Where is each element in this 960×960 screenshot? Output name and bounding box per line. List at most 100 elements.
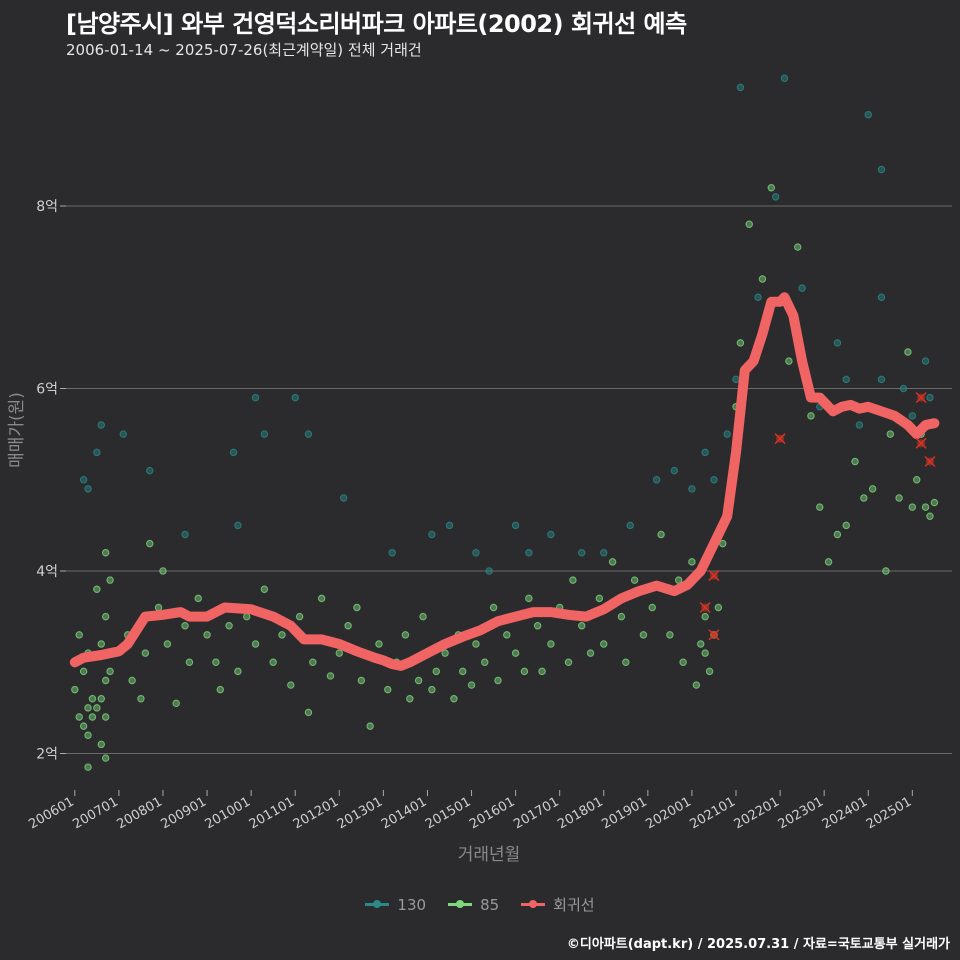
point-85 [353, 603, 361, 612]
point-130 [921, 357, 930, 365]
point-85 [600, 640, 608, 648]
x-tick-label: 201901 [599, 794, 649, 832]
point-85 [234, 667, 242, 676]
point-85 [639, 631, 648, 639]
point-130 [877, 375, 886, 384]
point-85 [630, 576, 639, 584]
regression-line [69, 292, 940, 671]
point-85 [494, 676, 502, 685]
point-85 [908, 503, 917, 511]
x-tick-label: 201001 [203, 794, 253, 832]
point-130 [578, 549, 586, 557]
point-85 [538, 667, 546, 676]
point-85 [666, 631, 674, 639]
y-tick-label: 2억 [36, 747, 58, 763]
point-85 [714, 603, 723, 612]
point-85 [432, 667, 440, 676]
point-85 [913, 476, 921, 484]
point-85 [357, 676, 366, 685]
point-85 [525, 594, 533, 603]
point-85 [481, 658, 489, 666]
point-85 [851, 457, 859, 466]
point-85 [842, 521, 850, 530]
point-85 [921, 503, 930, 511]
x-tick-label: 201201 [291, 794, 341, 832]
chart-title: [남양주시] 와부 건영덕소리버파크 아파트(2002) 회귀선 예측 [66, 10, 687, 38]
point-130 [428, 530, 436, 539]
point-85 [511, 649, 520, 657]
point-85 [745, 220, 753, 228]
point-130 [855, 421, 864, 429]
point-85 [295, 612, 304, 621]
point-85 [243, 612, 251, 621]
point-130 [652, 476, 661, 484]
y-tick-label: 4억 [36, 564, 58, 580]
point-85 [141, 649, 150, 657]
x-tick-label: 201701 [511, 794, 561, 832]
point-130 [119, 430, 128, 438]
point-85 [101, 676, 110, 685]
y-tick-label: 8억 [36, 199, 58, 215]
point-85 [926, 512, 934, 520]
point-85 [701, 612, 709, 621]
point-130 [472, 549, 480, 557]
point-85 [459, 667, 467, 676]
point-85 [705, 667, 714, 676]
point-85 [163, 640, 172, 648]
point-85 [608, 558, 617, 566]
prediction-marker-x [708, 570, 720, 582]
point-85 [617, 612, 626, 621]
point-130 [780, 74, 789, 82]
point-85 [185, 658, 194, 666]
point-130 [908, 412, 917, 420]
point-85 [309, 658, 317, 666]
y-axis-title: 매매가(원) [7, 392, 27, 468]
point-130 [701, 448, 709, 457]
point-130 [251, 393, 260, 402]
point-130 [445, 521, 454, 530]
point-85 [930, 498, 939, 507]
legend-label-130: 130 [397, 895, 427, 914]
point-85 [785, 357, 793, 365]
point-85 [547, 640, 555, 648]
x-tick-label: 201401 [379, 794, 429, 832]
x-tick-label: 202401 [820, 794, 870, 832]
point-130 [736, 83, 745, 92]
point-85 [586, 649, 595, 657]
point-85 [882, 567, 890, 575]
point-85 [441, 649, 449, 657]
point-85 [304, 708, 313, 717]
point-85 [697, 640, 705, 648]
point-130 [899, 384, 908, 393]
point-85 [657, 530, 665, 539]
point-130 [388, 549, 396, 557]
x-tick-label: 202501 [864, 794, 914, 832]
point-85 [203, 631, 211, 639]
point-85 [860, 494, 868, 502]
prediction-marker-x [924, 455, 936, 468]
point-85 [758, 275, 767, 283]
prediction-marker-x [699, 601, 711, 614]
prediction-marker-x [915, 437, 927, 449]
point-130 [547, 530, 555, 539]
point-85 [675, 576, 683, 584]
point-130 [600, 549, 608, 557]
point-85 [181, 622, 189, 630]
point-85 [375, 640, 383, 648]
point-85 [719, 539, 727, 548]
point-130 [485, 567, 493, 575]
point-130 [79, 476, 88, 484]
point-85 [344, 622, 352, 630]
point-85 [326, 672, 335, 680]
point-85 [137, 695, 145, 703]
point-130 [771, 193, 780, 201]
point-85 [489, 603, 498, 612]
point-85 [736, 339, 745, 347]
point-85 [106, 576, 114, 584]
point-85 [419, 612, 427, 621]
legend-label-85: 85 [480, 895, 500, 914]
x-tick-label: 200801 [114, 794, 164, 832]
point-85 [622, 658, 630, 666]
point-85 [84, 704, 92, 712]
point-85 [287, 681, 295, 689]
